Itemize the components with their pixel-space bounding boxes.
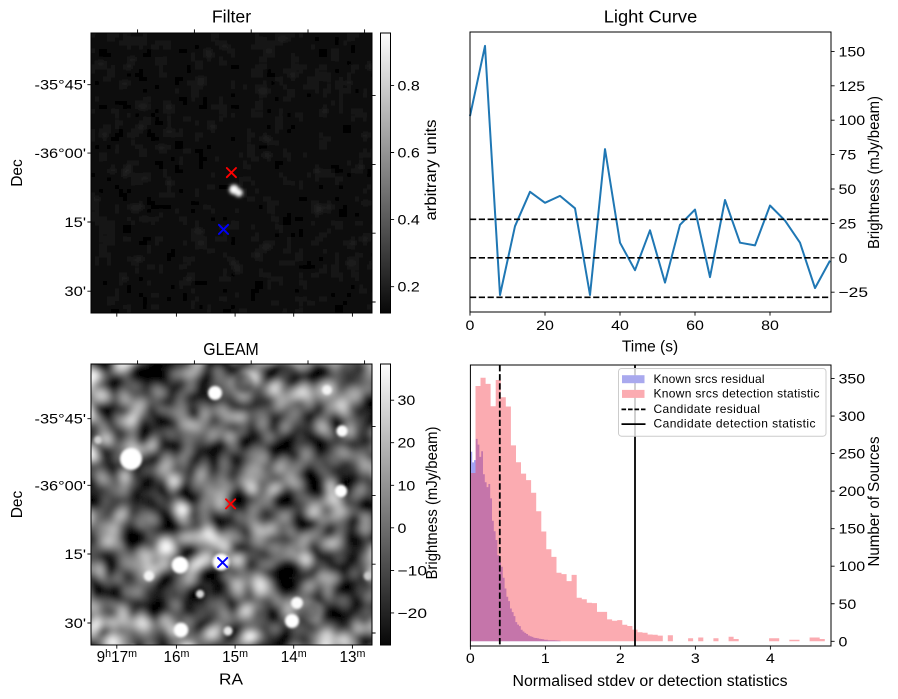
svg-text:Brightness (mJy/beam): Brightness (mJy/beam) [424,427,441,580]
svg-text:3: 3 [691,650,700,666]
svg-text:0: 0 [839,633,848,649]
svg-text:GLEAM: GLEAM [203,339,259,359]
svg-text:300: 300 [839,408,866,424]
svg-text:80: 80 [761,317,779,333]
svg-text:0.2: 0.2 [398,279,420,295]
svg-text:0: 0 [398,520,407,536]
svg-text:−20: −20 [398,605,428,621]
svg-text:30': 30' [64,283,86,299]
svg-text:−25: −25 [839,284,869,300]
svg-text:100: 100 [839,558,866,574]
svg-text:75: 75 [839,147,857,163]
svg-text:-35°45': -35°45' [35,77,87,93]
svg-text:250: 250 [839,446,866,462]
svg-text:30: 30 [398,392,416,408]
svg-text:50: 50 [839,596,857,612]
svg-text:200: 200 [839,483,866,499]
svg-text:Dec: Dec [9,490,26,518]
svg-text:50: 50 [839,181,857,197]
svg-text:0.8: 0.8 [398,77,420,93]
svg-text:0: 0 [466,317,475,333]
svg-text:Time (s): Time (s) [622,339,678,356]
svg-text:Number of Sources: Number of Sources [866,436,883,566]
svg-text:-35°45': -35°45' [35,411,87,427]
svg-text:Brightness (mJy/beam): Brightness (mJy/beam) [866,96,883,249]
svg-text:−10: −10 [398,562,428,578]
svg-text:100: 100 [839,112,866,128]
svg-text:Light Curve: Light Curve [604,6,698,26]
svg-text:Filter: Filter [212,6,252,26]
svg-text:-36°00': -36°00' [35,477,87,493]
svg-text:0.4: 0.4 [398,212,420,228]
svg-text:Dec: Dec [9,159,26,187]
svg-text:25: 25 [839,215,857,231]
svg-text:Known srcs detection statistic: Known srcs detection statistic [654,387,820,401]
svg-text:-36°00': -36°00' [35,145,87,161]
svg-text:350: 350 [839,370,866,386]
svg-text:Candidate residual: Candidate residual [654,402,761,416]
svg-text:125: 125 [839,78,866,94]
svg-text:15': 15' [64,214,86,230]
svg-text:Candidate detection statistic: Candidate detection statistic [654,417,816,431]
svg-text:20: 20 [536,317,554,333]
svg-text:1: 1 [541,650,550,666]
svg-text:60: 60 [686,317,704,333]
svg-text:Normalised stdev or detection: Normalised stdev or detection statistics [513,673,788,690]
svg-text:0: 0 [839,250,848,266]
svg-text:RA: RA [219,672,244,689]
svg-text:20: 20 [398,435,416,451]
svg-text:arbitrary units: arbitrary units [423,119,440,220]
svg-text:Known srcs residual: Known srcs residual [654,372,765,386]
svg-text:10: 10 [398,477,416,493]
svg-text:150: 150 [839,521,866,537]
svg-text:0: 0 [466,650,475,666]
svg-text:2: 2 [616,650,625,666]
svg-text:0.6: 0.6 [398,145,420,161]
svg-text:30': 30' [64,615,86,631]
svg-text:4: 4 [766,650,775,666]
svg-text:15': 15' [64,546,86,562]
svg-text:150: 150 [839,43,866,59]
svg-text:40: 40 [611,317,629,333]
